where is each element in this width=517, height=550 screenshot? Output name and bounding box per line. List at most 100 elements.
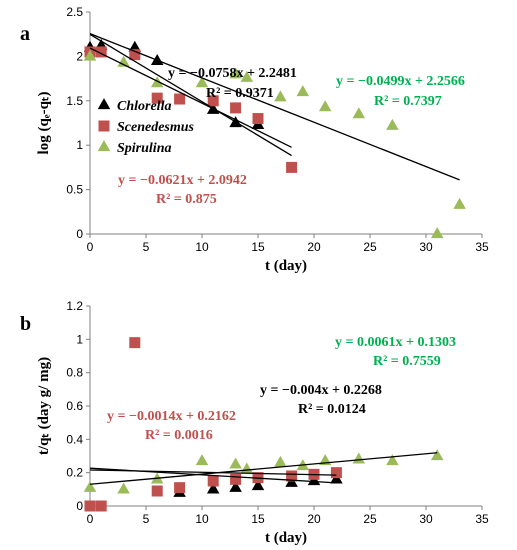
data-point <box>129 49 141 61</box>
data-point <box>151 92 163 104</box>
data-point <box>430 449 444 461</box>
x-tick-label: 15 <box>251 240 265 254</box>
data-point <box>352 452 366 464</box>
y-tick-label: 2 <box>76 49 83 63</box>
data-point <box>95 500 107 512</box>
data-point <box>430 227 444 239</box>
x-tick-label: 0 <box>87 240 94 254</box>
legend-marker <box>98 120 110 132</box>
data-point <box>229 480 242 492</box>
y-tick-label: 0 <box>76 227 83 241</box>
r-squared-label: R² = 0.7559 <box>373 354 441 369</box>
series-spirulina <box>83 49 466 239</box>
y-tick-label: 2.5 <box>66 5 83 19</box>
data-point <box>286 161 298 173</box>
data-point <box>84 500 96 512</box>
data-point <box>274 455 287 467</box>
data-point <box>229 457 242 469</box>
panel-label: b <box>20 313 31 335</box>
data-point <box>128 40 142 52</box>
r-squared-label: R² = 0.0016 <box>145 428 213 443</box>
data-point <box>129 337 141 349</box>
data-point <box>352 107 366 119</box>
y-tick-label: 1 <box>76 138 83 152</box>
panel-label: a <box>20 23 30 45</box>
data-point <box>251 479 265 491</box>
x-tick-label: 10 <box>195 512 209 526</box>
data-point <box>240 70 254 82</box>
data-point <box>453 197 466 209</box>
x-tick-label: 5 <box>143 240 150 254</box>
legend-marker <box>97 140 111 152</box>
data-point <box>174 93 186 105</box>
data-point <box>386 454 399 466</box>
data-point <box>318 100 332 112</box>
data-point <box>83 49 97 61</box>
data-point <box>207 475 219 487</box>
y-tick-label: 0.5 <box>66 183 83 197</box>
data-point <box>386 118 399 130</box>
equation-label: y = −0.0758x + 2.2481 <box>168 66 297 81</box>
trendline-scenedesmus <box>90 47 292 148</box>
data-point <box>174 482 186 494</box>
x-tick-label: 15 <box>251 512 265 526</box>
x-axis-label: t (day) <box>265 258 307 274</box>
x-tick-label: 5 <box>143 512 150 526</box>
chart-panel-a: 0 5 10 15 20 25 30 35 0 0.5 1 1.5 2 2.5 t (day) log (qₑ… <box>20 5 489 274</box>
x-tick-label: 35 <box>475 512 489 526</box>
trendline-spirulina <box>90 452 438 485</box>
r-squared-label: R² = 0.875 <box>156 192 217 207</box>
y-tick-label: 0.8 <box>66 366 83 380</box>
x-tick-label: 10 <box>195 240 209 254</box>
trendline-chlorella <box>90 33 292 157</box>
y-tick-label: 0.4 <box>66 432 83 446</box>
legend-label: Spirulina <box>117 141 171 156</box>
x-tick-label: 25 <box>363 512 377 526</box>
x-axis-label: t (day) <box>265 530 307 546</box>
data-point <box>151 485 163 497</box>
equation-label: y = −0.0621x + 2.0942 <box>118 173 247 188</box>
series-chlorella <box>83 38 265 129</box>
x-tick-label: 30 <box>419 512 433 526</box>
data-point <box>296 85 310 97</box>
legend-label: Chlorella <box>117 99 171 114</box>
data-point <box>206 482 220 494</box>
legend-label: Scenedesmus <box>117 120 195 135</box>
y-tick-label: 1 <box>76 332 83 346</box>
y-tick-label: 0.2 <box>66 466 83 480</box>
data-point <box>117 55 130 67</box>
equation-label: y = −0.0014x + 0.2162 <box>107 409 236 424</box>
r-squared-label: R² = 0.0124 <box>298 402 366 417</box>
legend-marker <box>97 98 111 110</box>
r-squared-label: R² = 0.7397 <box>374 94 442 109</box>
data-point <box>207 95 219 107</box>
data-point <box>330 467 342 479</box>
y-axis-label: t/qₜ (day g/ mg) <box>36 357 52 455</box>
data-point <box>229 67 242 79</box>
data-point <box>195 454 209 466</box>
y-tick-label: 0 <box>76 499 83 513</box>
y-tick-label: 1.2 <box>66 299 83 313</box>
x-tick-label: 0 <box>87 512 94 526</box>
data-point <box>230 473 242 485</box>
x-tick-label: 20 <box>307 512 321 526</box>
data-point <box>195 76 209 88</box>
data-point <box>240 462 254 474</box>
trendline-spirulina <box>90 33 460 181</box>
data-point <box>274 90 287 102</box>
data-point <box>95 46 107 58</box>
data-point <box>286 470 298 482</box>
y-axis-label: log (qₑ-qₜ) <box>36 92 52 155</box>
y-tick-label: 1.5 <box>66 94 83 108</box>
data-point <box>252 113 264 125</box>
equation-label: y = −0.0499x + 2.2566 <box>336 74 465 89</box>
data-point <box>230 102 242 114</box>
x-tick-label: 30 <box>419 240 433 254</box>
r-squared-label: R² = 0.9371 <box>206 86 274 101</box>
x-tick-label: 20 <box>307 240 321 254</box>
data-point <box>83 480 97 492</box>
x-tick-label: 25 <box>363 240 377 254</box>
x-tick-label: 35 <box>475 240 489 254</box>
equation-label: y = −0.004x + 0.2268 <box>260 383 382 398</box>
